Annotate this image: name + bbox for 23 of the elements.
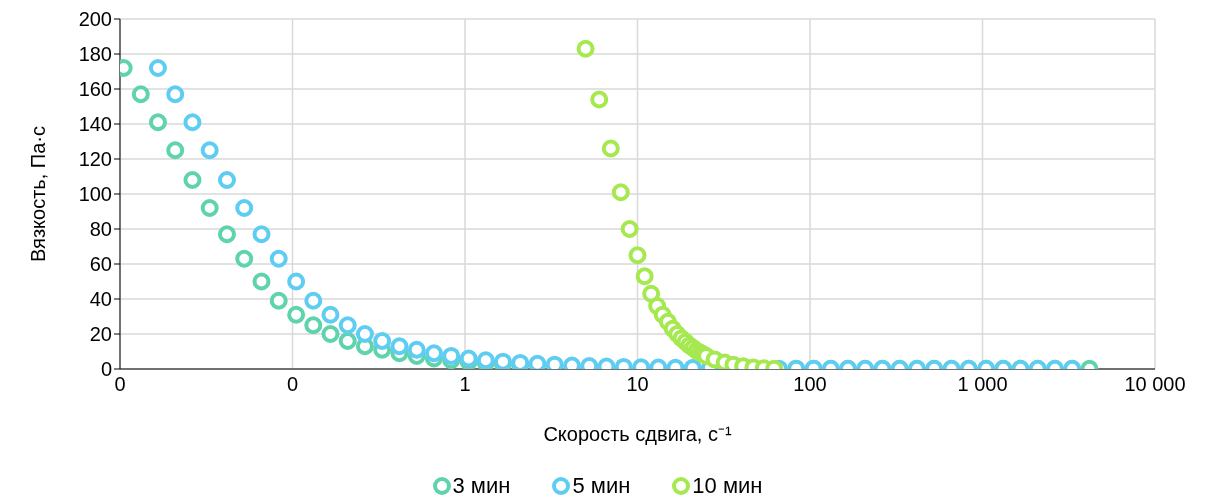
x-tick-label: 1 (459, 373, 471, 396)
y-tick-label: 80 (89, 218, 112, 241)
x-tick-label: 0 (114, 373, 126, 396)
x-tick-label: 0 (286, 373, 299, 396)
x-tick-label: 100 (793, 373, 827, 396)
y-tick-label: 60 (89, 253, 112, 276)
legend-label: 5 мин (572, 473, 631, 499)
legend-label: 10 мин (692, 473, 763, 499)
y-tick-label: 100 (78, 183, 112, 206)
x-tick-label: 10 000 (1124, 373, 1186, 396)
x-tick-label: 1 000 (957, 373, 1008, 396)
y-tick-label: 160 (78, 78, 112, 101)
y-tick-label: 120 (78, 148, 112, 171)
y-axis-title: Вязкость, Па·с (27, 125, 50, 263)
x-tick-label: 10 (626, 373, 649, 396)
y-tick-label: 20 (89, 323, 112, 346)
y-tick-label: 180 (78, 43, 112, 66)
y-tick-label: 140 (78, 113, 112, 136)
y-tick-label: 0 (100, 358, 112, 381)
x-axis-title: Скорость сдвига, с⁻¹ (543, 423, 732, 445)
y-tick-label: 200 (78, 8, 112, 31)
legend-label: 3 мин (452, 473, 511, 499)
y-tick-label: 40 (89, 288, 112, 311)
